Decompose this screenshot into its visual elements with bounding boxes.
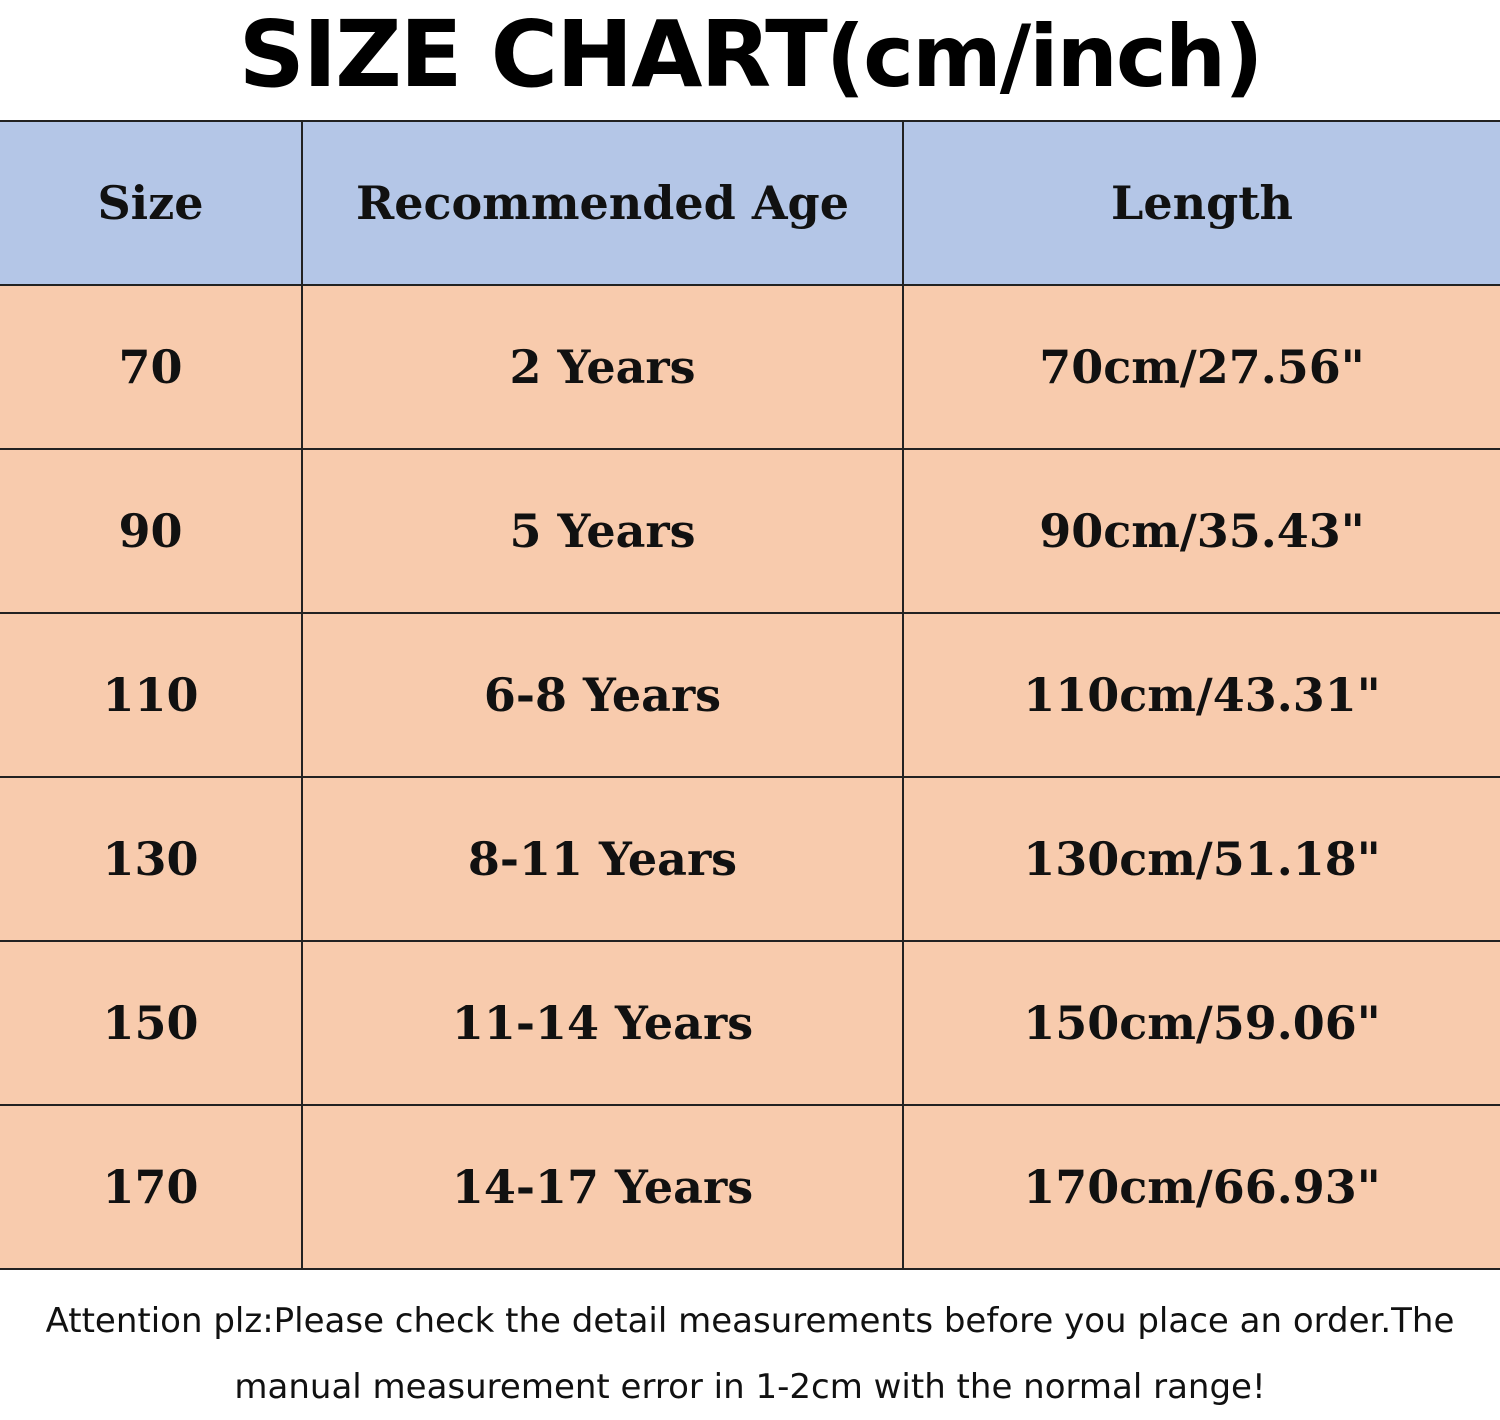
header-recommended-age: Recommended Age [301,120,904,286]
cell-length: 70cm/27.56" [902,284,1500,450]
attention-note: Attention plz:Please check the detail me… [0,1288,1500,1420]
cell-size: 90 [0,448,303,614]
header-size: Size [0,120,303,286]
cell-length: 90cm/35.43" [902,448,1500,614]
cell-length: 130cm/51.18" [902,776,1500,942]
table-row: 90 5 Years 90cm/35.43" [0,448,1500,614]
size-chart-table: Size Recommended Age Length 70 2 Years 70c… [0,120,1500,1270]
table-row: 110 6-8 Years 110cm/43.31" [0,612,1500,778]
cell-size: 170 [0,1104,303,1270]
table-header-row: Size Recommended Age Length [0,120,1500,286]
cell-size: 70 [0,284,303,450]
table-row: 150 11-14 Years 150cm/59.06" [0,940,1500,1106]
table-row: 130 8-11 Years 130cm/51.18" [0,776,1500,942]
cell-size: 150 [0,940,303,1106]
cell-length: 150cm/59.06" [902,940,1500,1106]
title-unit: (cm/inch) [825,7,1264,107]
header-length: Length [902,120,1500,286]
cell-size: 110 [0,612,303,778]
cell-age: 8-11 Years [301,776,904,942]
cell-age: 2 Years [301,284,904,450]
attention-line-2: manual measurement error in 1-2cm with t… [234,1367,1266,1407]
cell-age: 14-17 Years [301,1104,904,1270]
cell-age: 6-8 Years [301,612,904,778]
attention-line-1: Attention plz:Please check the detail me… [45,1301,1455,1341]
cell-age: 11-14 Years [301,940,904,1106]
title-main: SIZE CHART [238,1,828,108]
page-title: SIZE CHART(cm/inch) [0,0,1500,120]
cell-size: 130 [0,776,303,942]
cell-length: 110cm/43.31" [902,612,1500,778]
table-row: 70 2 Years 70cm/27.56" [0,284,1500,450]
cell-age: 5 Years [301,448,904,614]
table-row: 170 14-17 Years 170cm/66.93" [0,1104,1500,1270]
cell-length: 170cm/66.93" [902,1104,1500,1270]
